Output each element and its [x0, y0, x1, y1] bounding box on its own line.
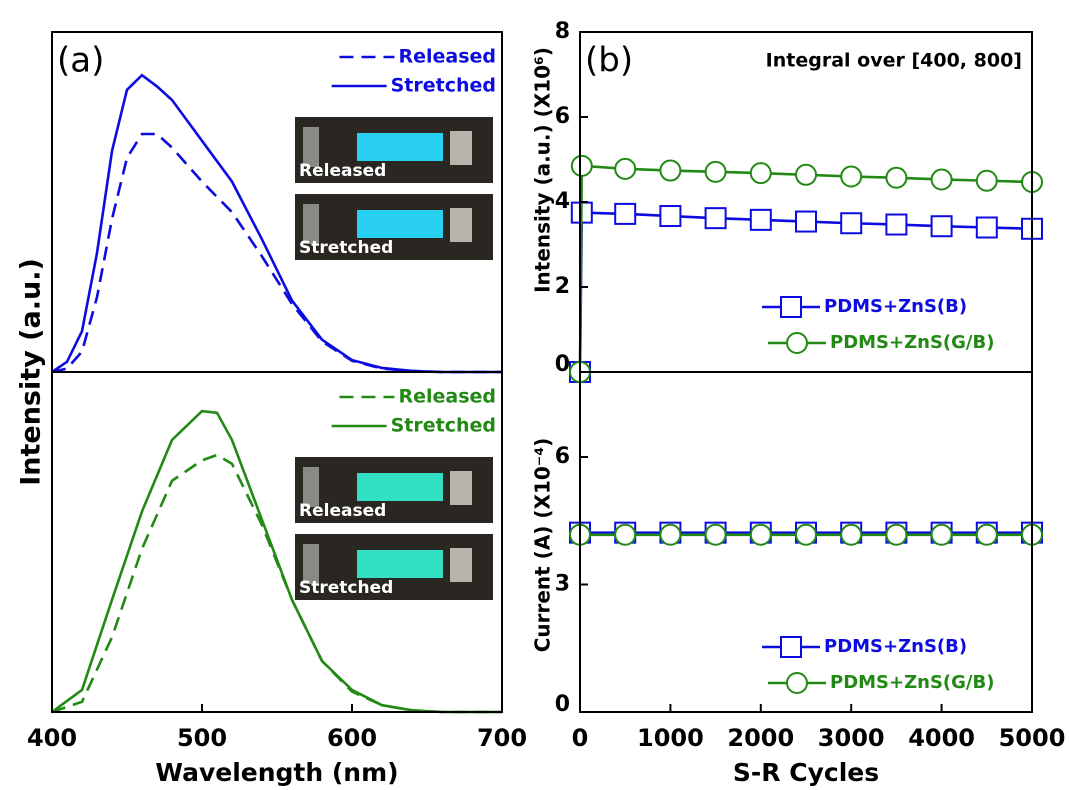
series-line	[51, 73, 502, 374]
note: Integral over [400, 800]	[766, 50, 1022, 72]
panel-label: (b)	[585, 41, 633, 81]
marker	[975, 523, 998, 546]
inset-label: Stretched	[299, 578, 393, 598]
inset-sample	[357, 473, 443, 501]
legend-label: PDMS+ZnS(B)	[824, 296, 967, 317]
y-tick-label: 0	[555, 692, 570, 717]
inset-frame-right	[450, 208, 472, 242]
marker	[930, 168, 953, 191]
marker	[749, 523, 772, 546]
marker	[570, 154, 593, 177]
marker	[614, 202, 637, 225]
x-tick-label: 5000	[999, 724, 1066, 752]
x-axis-label: S-R Cycles	[733, 758, 879, 787]
inset-frame-left	[303, 467, 319, 507]
marker	[975, 216, 998, 239]
x-tick-label: 400	[27, 724, 77, 752]
y-axis-label: Intensity (a.u.)	[16, 258, 47, 486]
marker	[795, 163, 817, 186]
marker	[749, 162, 772, 185]
inset-frame-left	[303, 127, 319, 167]
y-tick-label: 2	[555, 274, 570, 299]
legend-label: PDMS+ZnS(B)	[824, 636, 967, 657]
x-tick-label: 600	[327, 724, 377, 752]
legend-marker	[786, 672, 808, 694]
legend-label: PDMS+ZnS(G/B)	[830, 332, 994, 353]
panel-label: (a)	[57, 41, 104, 81]
inset-label: Released	[299, 161, 386, 181]
legend-marker	[780, 296, 802, 318]
marker	[840, 212, 863, 235]
y-tick-label: 3	[555, 572, 570, 597]
marker	[659, 523, 682, 546]
x-tick-label: 2000	[727, 724, 794, 752]
marker	[659, 159, 682, 182]
plot-frame	[579, 371, 1033, 713]
inset-label: Stretched	[299, 238, 393, 258]
inset-frame-left	[303, 204, 319, 244]
marker	[749, 208, 772, 231]
y-tick-label: 6	[555, 444, 570, 469]
legend-marker	[786, 332, 808, 354]
y-tick-label: 8	[555, 19, 570, 44]
inset-sample	[357, 210, 443, 238]
marker	[795, 523, 817, 546]
inset-frame-right	[450, 471, 472, 505]
inset-label: Released	[299, 501, 386, 521]
y-axis-label: Current (A) (X10⁻⁴)	[531, 438, 555, 653]
marker	[885, 166, 908, 189]
legend-label: Stretched	[391, 75, 496, 97]
inset-frame-left	[303, 544, 319, 584]
y-axis-label: Intensity (a.u.) (X10⁶)	[531, 47, 555, 293]
marker	[885, 213, 908, 236]
marker	[840, 523, 863, 546]
y-tick-label: 4	[555, 189, 570, 214]
x-tick-label: 1000	[637, 724, 704, 752]
x-tick-label: 500	[177, 724, 227, 752]
legend-label: Stretched	[391, 415, 496, 437]
y-tick-label: 0	[555, 352, 570, 377]
x-axis-label: Wavelength (nm)	[155, 758, 398, 787]
marker	[704, 523, 727, 546]
inset-sample	[357, 550, 443, 578]
inset-frame-right	[450, 131, 472, 165]
y-tick-label: 6	[555, 104, 570, 129]
x-tick-label: 3000	[818, 724, 885, 752]
legend-label: Released	[398, 46, 496, 68]
marker	[614, 157, 637, 180]
x-tick-label: 4000	[908, 724, 975, 752]
inset-frame-right	[450, 548, 472, 582]
marker	[930, 215, 953, 238]
x-tick-label: 700	[477, 724, 527, 752]
series-line	[51, 409, 502, 714]
marker	[704, 207, 727, 230]
marker	[930, 523, 953, 546]
legend-label: Released	[398, 386, 496, 408]
plot-frame	[51, 371, 503, 713]
marker	[704, 160, 727, 183]
marker	[975, 169, 998, 192]
marker	[840, 165, 863, 188]
inset-sample	[357, 133, 443, 161]
legend-label: PDMS+ZnS(G/B)	[830, 672, 994, 693]
legend-marker	[780, 636, 802, 658]
marker	[885, 523, 908, 546]
plot-frame	[579, 31, 1033, 373]
marker	[614, 523, 637, 546]
marker	[795, 210, 817, 233]
x-tick-label: 0	[572, 724, 589, 752]
marker	[659, 205, 682, 228]
